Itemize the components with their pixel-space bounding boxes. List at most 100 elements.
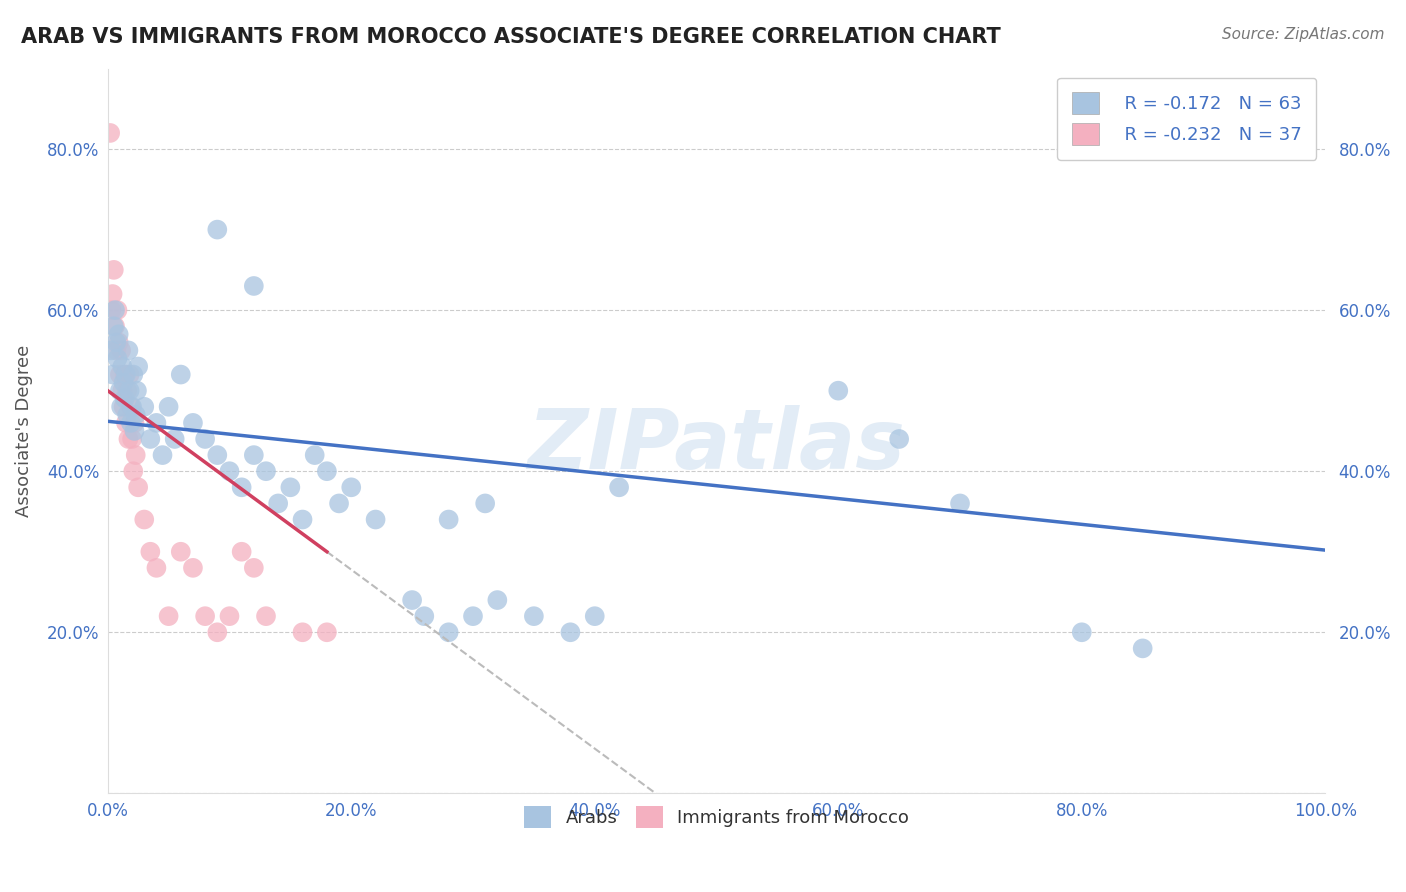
Point (98, 126, 121, 140)
Point (100, 303, 122, 318)
Point (207, 625, 229, 640)
Point (461, 609, 484, 624)
Point (105, 343, 128, 358)
Point (194, 609, 217, 624)
Point (181, 561, 204, 575)
Point (112, 376, 135, 390)
Point (125, 408, 148, 422)
Y-axis label: Associate's Degree: Associate's Degree (15, 345, 32, 517)
Point (107, 335, 129, 350)
Point (110, 343, 132, 358)
Point (134, 512, 156, 526)
Point (124, 424, 146, 438)
Point (170, 545, 193, 559)
Point (114, 368, 136, 382)
Text: Source: ZipAtlas.com: Source: ZipAtlas.com (1222, 27, 1385, 42)
Point (583, 609, 606, 624)
Point (122, 464, 145, 478)
Point (118, 368, 141, 382)
Point (127, 480, 149, 494)
Point (115, 384, 138, 398)
Point (1132, 641, 1154, 656)
Point (437, 625, 460, 640)
Point (104, 303, 127, 318)
Point (231, 545, 253, 559)
Point (157, 609, 180, 624)
Point (117, 432, 139, 446)
Point (607, 480, 630, 494)
Point (114, 392, 136, 406)
Point (231, 480, 253, 494)
Point (124, 416, 146, 430)
Point (107, 351, 129, 366)
Point (280, 480, 302, 494)
Point (243, 561, 266, 575)
Point (486, 593, 509, 607)
Point (291, 625, 314, 640)
Point (243, 448, 266, 462)
Point (291, 512, 314, 526)
Point (107, 327, 129, 342)
Point (101, 287, 124, 301)
Point (243, 279, 266, 293)
Point (117, 343, 139, 358)
Point (218, 464, 240, 478)
Point (112, 400, 135, 414)
Point (1070, 625, 1092, 640)
Point (474, 496, 496, 510)
Point (118, 384, 141, 398)
Point (101, 368, 124, 382)
Point (194, 432, 217, 446)
Text: ARAB VS IMMIGRANTS FROM MOROCCO ASSOCIATE'S DEGREE CORRELATION CHART: ARAB VS IMMIGRANTS FROM MOROCCO ASSOCIAT… (21, 27, 1001, 46)
Point (139, 545, 162, 559)
Point (207, 222, 229, 236)
Point (170, 368, 193, 382)
Point (104, 319, 127, 334)
Point (107, 303, 129, 318)
Point (157, 400, 180, 414)
Point (145, 416, 167, 430)
Point (110, 400, 132, 414)
Point (111, 384, 134, 398)
Point (108, 368, 131, 382)
Point (121, 400, 143, 414)
Point (364, 512, 387, 526)
Point (121, 432, 143, 446)
Point (105, 335, 128, 350)
Point (108, 384, 131, 398)
Point (254, 464, 277, 478)
Point (125, 448, 148, 462)
Point (949, 496, 972, 510)
Point (115, 408, 138, 422)
Point (103, 319, 125, 334)
Point (120, 416, 142, 430)
Point (218, 609, 240, 624)
Point (115, 368, 138, 382)
Point (115, 416, 138, 430)
Point (122, 368, 145, 382)
Point (523, 609, 546, 624)
Point (315, 625, 337, 640)
Point (181, 416, 204, 430)
Point (120, 400, 142, 414)
Point (401, 593, 423, 607)
Point (315, 464, 337, 478)
Point (304, 448, 326, 462)
Point (134, 400, 156, 414)
Point (254, 609, 277, 624)
Point (145, 561, 167, 575)
Point (889, 432, 911, 446)
Point (207, 448, 229, 462)
Point (267, 496, 290, 510)
Point (127, 359, 149, 374)
Point (163, 432, 186, 446)
Point (139, 432, 162, 446)
Point (100, 343, 122, 358)
Point (560, 625, 582, 640)
Point (328, 496, 350, 510)
Point (437, 512, 460, 526)
Legend: Arabs, Immigrants from Morocco: Arabs, Immigrants from Morocco (517, 798, 917, 835)
Point (111, 359, 134, 374)
Text: ZIPatlas: ZIPatlas (527, 405, 905, 486)
Point (103, 263, 125, 277)
